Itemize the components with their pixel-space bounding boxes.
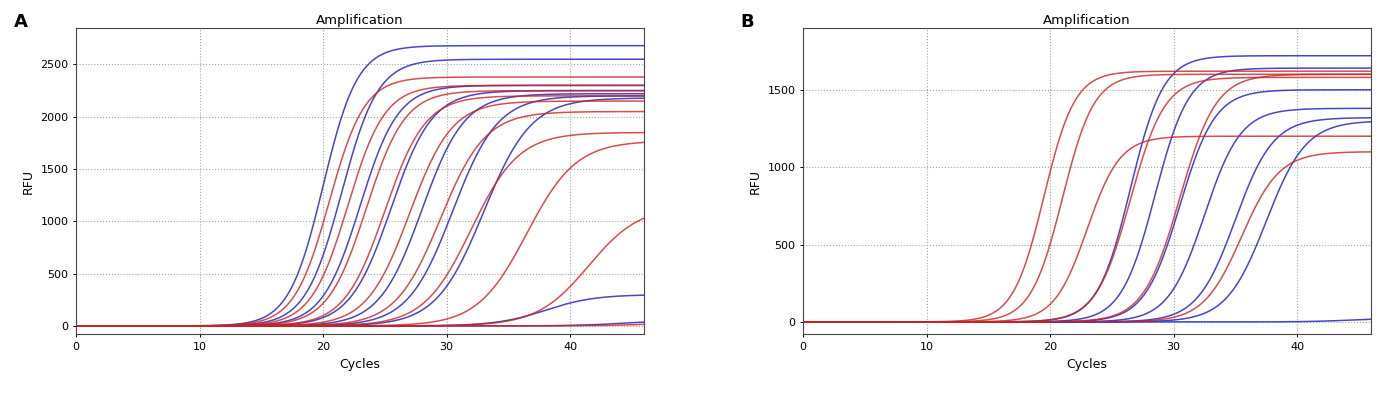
Y-axis label: RFU: RFU (749, 169, 762, 193)
X-axis label: Cycles: Cycles (339, 357, 381, 371)
Y-axis label: RFU: RFU (22, 169, 35, 193)
Text: A: A (14, 12, 28, 31)
Title: Amplification: Amplification (316, 14, 404, 27)
Text: B: B (741, 12, 755, 31)
X-axis label: Cycles: Cycles (1066, 357, 1108, 371)
Title: Amplification: Amplification (1043, 14, 1132, 27)
